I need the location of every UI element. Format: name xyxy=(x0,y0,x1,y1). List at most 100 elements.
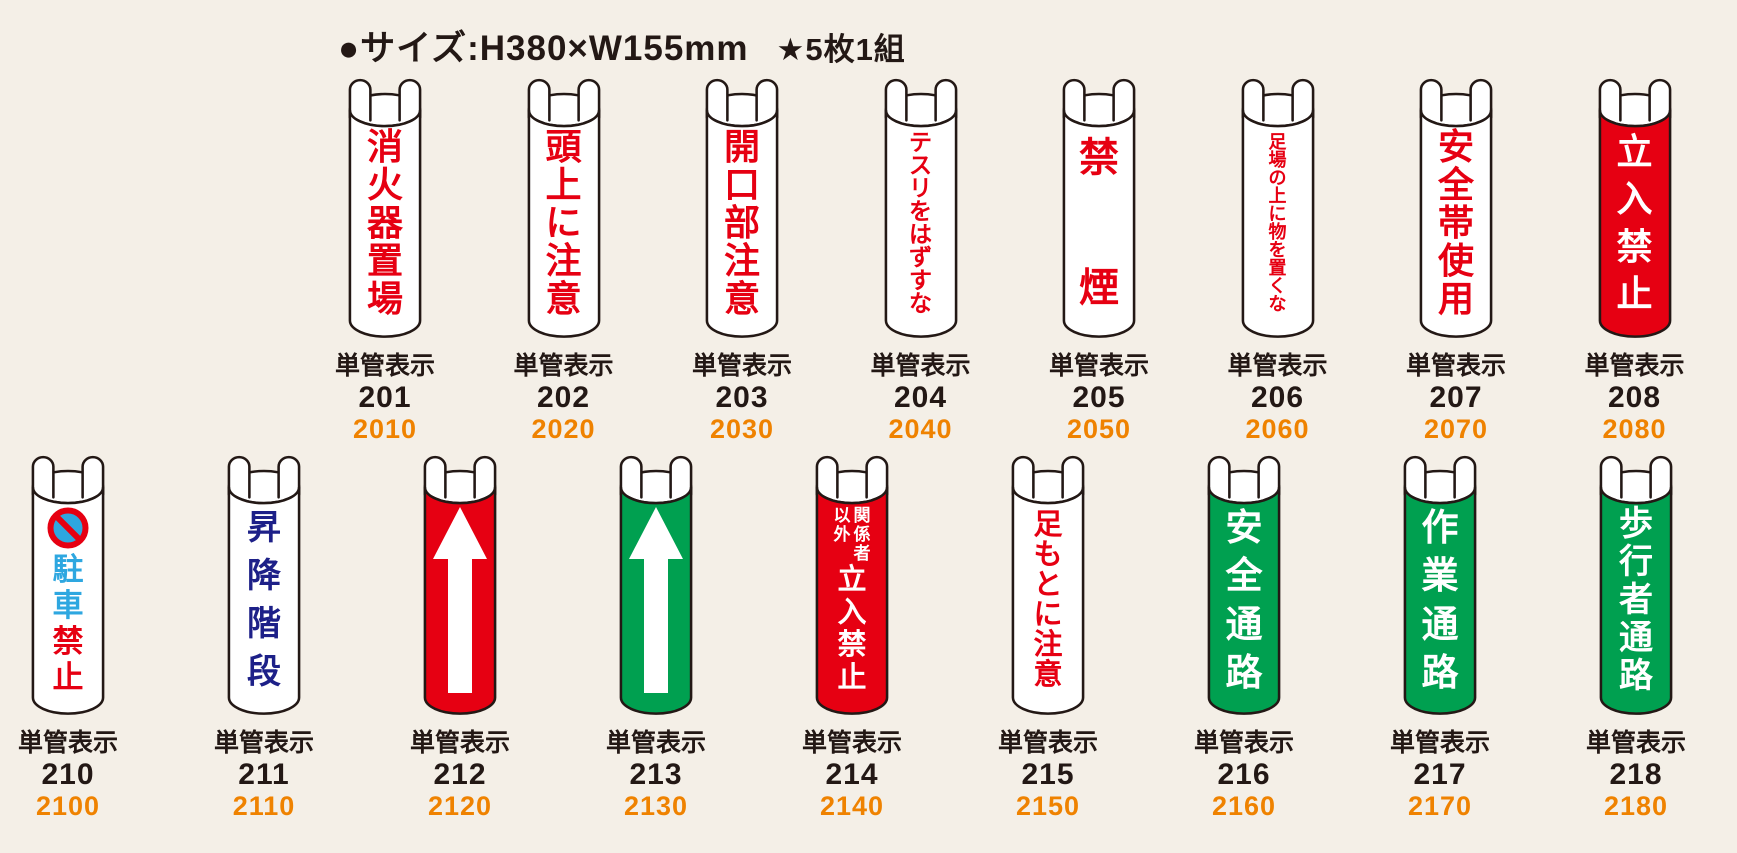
pipe-sign-cylinder: 頭上に注意 xyxy=(526,72,602,344)
sign-char: 通 xyxy=(1421,603,1459,645)
cylinder-clip-ear-right xyxy=(669,455,693,499)
sign-number: 211 xyxy=(238,758,290,791)
cylinder-graphic xyxy=(1419,78,1493,338)
sign-face: 歩行者通路 xyxy=(1598,505,1674,695)
cylinder-clip-ear-left xyxy=(1241,78,1265,122)
sign-char: 段 xyxy=(247,653,281,691)
pipe-sign-cylinder: 駐車禁止 xyxy=(30,449,106,721)
sign-face: 頭上に注意 xyxy=(526,128,602,318)
sign-char: ス xyxy=(909,152,932,178)
sign-series-label: 単管表示 xyxy=(691,352,792,380)
sign-labels: 単管表示 214 2140 xyxy=(802,728,902,821)
cylinder-body xyxy=(1403,486,1477,715)
product-sign: 足場の上に物を置くな 単管表示 206 2060 xyxy=(1198,72,1358,444)
sign-char: す xyxy=(909,267,932,293)
cylinder-clip-ear-left xyxy=(619,455,643,499)
product-sign: テスリをはずすな 単管表示 204 2040 xyxy=(841,72,1001,444)
sign-char: 者 xyxy=(853,543,871,563)
cylinder-body xyxy=(1241,109,1314,338)
sign-subtext-column: 以外 xyxy=(834,507,851,563)
sign-row-top: 消火器置場 単管表示 201 2010 頭上に注意 単管表示 202 2020 xyxy=(0,72,1737,452)
sign-order-code: 2010 xyxy=(352,414,418,444)
sign-char: 作 xyxy=(1421,507,1459,548)
sign-char: 意 xyxy=(723,278,760,319)
sign-face: 消火器置場 xyxy=(347,128,423,318)
pipe-sign-cylinder: 開口部注意 xyxy=(704,72,780,344)
sign-char: 止 xyxy=(52,660,84,695)
sign-series-label: 単管表示 xyxy=(1405,352,1506,380)
sign-char: 部 xyxy=(723,202,760,243)
sign-labels: 単管表示 215 2150 xyxy=(998,728,1098,821)
sign-char: 車 xyxy=(52,588,84,623)
sign-char: 立 xyxy=(1616,131,1653,172)
cylinder-graphic xyxy=(1599,455,1673,715)
cylinder-clip-ear-right xyxy=(933,78,957,122)
sign-char: 止 xyxy=(1616,272,1653,314)
sign-labels: 単管表示 201 2010 xyxy=(335,351,435,444)
pipe-sign-cylinder: 歩行者通路 xyxy=(1598,449,1674,721)
sign-order-code: 2160 xyxy=(1211,791,1277,821)
sign-char: 外 xyxy=(833,524,851,544)
sign-series-label: 単管表示 xyxy=(1193,729,1294,757)
sign-number: 203 xyxy=(715,381,769,414)
cylinder-clip-ear-left xyxy=(423,455,447,499)
cylinder-clip-ear-left xyxy=(705,78,729,122)
sign-char: 帯 xyxy=(1437,202,1474,243)
cylinder-clip-ear-left xyxy=(31,455,55,499)
sign-number: 212 xyxy=(433,758,487,791)
sign-char: 禁 xyxy=(1079,136,1119,180)
sign-order-code: 2120 xyxy=(427,791,493,821)
cylinder-body xyxy=(1419,109,1493,338)
cylinder-clip-ear-left xyxy=(1599,455,1623,499)
sign-char: 歩 xyxy=(1619,505,1653,543)
sign-char: 意 xyxy=(1033,658,1063,691)
sign-face: 禁煙 xyxy=(1061,128,1137,318)
sign-char: 消 xyxy=(366,126,403,167)
product-sign: 足もとに注意 単管表示 215 2150 xyxy=(968,449,1128,821)
product-sign: 禁煙 単管表示 205 2050 xyxy=(1019,72,1179,444)
cylinder-body xyxy=(1598,109,1671,338)
product-sign: 安全通路 単管表示 216 2160 xyxy=(1164,449,1324,821)
product-sign: 単管表示 212 2120 xyxy=(380,449,540,821)
sign-series-label: 単管表示 xyxy=(1584,352,1685,380)
sign-labels: 単管表示 212 2120 xyxy=(410,728,510,821)
sign-char: 足 xyxy=(1268,132,1287,152)
sign-char: 場 xyxy=(1268,150,1287,170)
sign-char: 入 xyxy=(1616,178,1653,220)
sign-labels: 単管表示 204 2040 xyxy=(870,351,970,444)
sign-char: 路 xyxy=(1619,657,1653,695)
cylinder-body xyxy=(1011,486,1085,715)
sign-char: 置 xyxy=(1268,258,1287,278)
sign-char: 駐 xyxy=(52,552,84,587)
sign-series-label: 単管表示 xyxy=(1227,352,1328,380)
pipe-sign-cylinder: 安全帯使用 xyxy=(1418,72,1494,344)
no-parking-slash xyxy=(54,514,82,542)
sign-order-code: 2110 xyxy=(232,791,296,821)
sign-series-label: 単管表示 xyxy=(605,729,706,757)
sign-number: 213 xyxy=(629,758,683,791)
product-sign: 昇降階段 単管表示 211 2110 xyxy=(184,449,344,821)
sign-order-code: 2130 xyxy=(623,791,689,821)
sign-char: く xyxy=(1268,276,1287,296)
sign-order-code: 2170 xyxy=(1407,791,1473,821)
pipe-sign-cylinder xyxy=(618,449,694,721)
sign-char: 階 xyxy=(247,605,281,643)
sign-order-code: 2180 xyxy=(1603,791,1669,821)
sign-series-label: 単管表示 xyxy=(1389,729,1490,757)
sign-row-bottom: 駐車禁止 単管表示 210 2100 昇降階段 単管表示 211 2110 xyxy=(0,449,1737,829)
sign-labels: 単管表示 208 2080 xyxy=(1584,351,1684,444)
cylinder-clip-ear-right xyxy=(1061,455,1085,499)
set-quantity-label: ★5枚1組 xyxy=(776,32,906,67)
sign-number: 215 xyxy=(1021,758,1075,791)
cylinder-clip-ear-left xyxy=(227,455,251,499)
cylinder-body xyxy=(705,109,779,338)
up-arrow-icon xyxy=(629,507,683,693)
sign-char: も xyxy=(1033,538,1063,571)
sign-char: テ xyxy=(909,129,932,155)
pipe-sign-cylinder: 禁煙 xyxy=(1061,72,1137,344)
sign-face: 安全通路 xyxy=(1206,505,1282,695)
sign-face: 昇降階段 xyxy=(226,505,302,695)
sign-char: 注 xyxy=(1033,628,1063,661)
sign-face: 足場の上に物を置くな xyxy=(1240,128,1316,318)
sign-char: 煙 xyxy=(1079,266,1119,310)
